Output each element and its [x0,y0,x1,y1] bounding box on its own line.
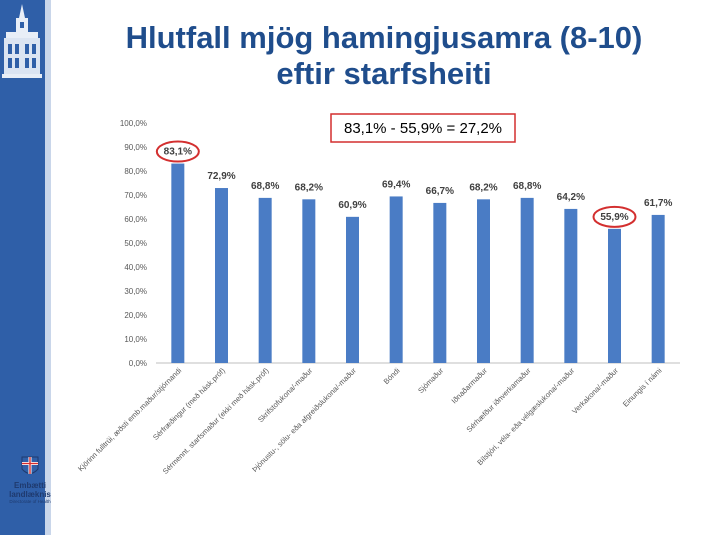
bar [302,199,316,363]
y-tick-label: 60,0% [124,215,147,224]
y-tick-label: 40,0% [124,263,147,272]
y-tick-label: 50,0% [124,239,147,248]
x-tick-label: Sérfræðingur (með hásk.próf) [151,366,227,442]
bar [520,197,534,363]
bar [258,197,272,363]
value-label: 66,7% [426,186,454,197]
bars-group [171,163,665,363]
y-tick-label: 70,0% [124,191,147,200]
y-tick-label: 30,0% [124,287,147,296]
y-tick-label: 10,0% [124,335,147,344]
sidebar-accent [45,0,51,535]
title-line-2: eftir starfsheiti [276,56,492,91]
bar [608,228,621,363]
logo-line-2: landlæknis [9,490,51,499]
value-label: 60,9% [338,200,366,211]
annotation-text: 83,1% - 55,9% = 27,2% [344,120,502,137]
bar [215,188,228,363]
highlight-circle [592,205,637,228]
value-label: 61,7% [644,198,672,209]
value-label: 64,2% [557,192,585,203]
y-tick-label: 90,0% [124,143,147,152]
value-labels: 83,1% 72,9% 68,8% 68,2% 60,9% 69,4% 66,7% 68,2%… [164,147,673,223]
x-tick-label: Bóndi [382,366,402,386]
logo-line-3: Directorate of Health [9,499,51,504]
bar [564,208,578,363]
x-axis-tick-labels: Kjörinn fulltrúi, æðsti emb.maður/stjórn… [76,366,664,476]
x-tick-label: Einungis í námi [621,366,664,409]
highlight-circles [155,140,637,228]
y-axis-tick-labels: 0,0% 10,0% 20,0% 30,0% 40,0% 50,0% 60,0% 70,0% 8… [120,119,147,368]
title-line-1: Hlutfall mjög hamingjusamra (8-10) [125,20,643,55]
y-tick-label: 100,0% [120,119,147,128]
annotation-box: 83,1% - 55,9% = 27,2% [330,113,516,143]
x-tick-label: Verkakona/-maður [570,366,620,416]
value-label: 83,1% [164,147,192,158]
x-tick-label: Sjómaður [416,366,445,395]
bar [651,214,665,363]
value-label: 68,2% [469,182,497,193]
logo: Embætti landlæknis Directorate of Health [2,455,58,525]
y-tick-label: 80,0% [124,167,147,176]
value-label: 68,8% [251,181,279,192]
value-label: 72,9% [207,171,235,182]
x-tick-label: Iðnaðarmaður [450,366,490,406]
bar [171,163,185,363]
y-tick-label: 20,0% [124,311,147,320]
logo-line-1: Embætti [14,481,46,490]
bar [433,202,447,363]
building-crest-icon [0,0,45,100]
highlight-circle [155,140,200,163]
page-title: Hlutfall mjög hamingjusamra (8-10) eftir… [55,20,713,92]
value-label: 69,4% [382,179,410,190]
value-label: 55,9% [600,212,628,223]
bar [477,199,490,363]
bar [346,216,359,363]
y-tick-label: 0,0% [129,359,147,368]
bar [389,196,403,363]
value-label: 68,2% [295,182,323,193]
coat-of-arms-icon [21,456,39,474]
value-label: 68,8% [513,181,541,192]
x-tick-label: Bílstjóri, véla- eða vélgæslukona/-maður [475,366,576,467]
